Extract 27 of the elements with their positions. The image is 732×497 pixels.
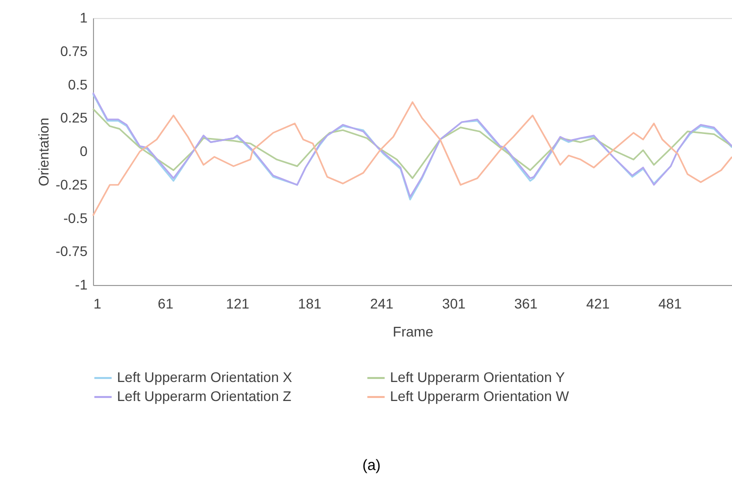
x-tick-label: 241 [370,296,394,312]
x-axis-title: Frame [392,324,434,340]
y-tick-label: 0.75 [60,42,88,59]
text: (a) [362,457,381,474]
y-tick-label: -1 [75,276,88,292]
y-tick-label: -0.75 [56,243,88,260]
legend-label: Left Upperarm Orientation X [117,369,293,385]
y-axis-title: Orientation [36,118,52,186]
x-tick-label: 1 [94,296,102,312]
y-tick-label: -0.5 [63,210,88,226]
y-tick-label: 0.25 [60,110,88,126]
y-tick-label: 1 [80,10,88,26]
x-tick-label: 121 [226,296,250,312]
legend-label: Left Upperarm Orientation W [390,388,570,404]
x-tick-label: 181 [298,296,322,312]
x-tick-label: 361 [514,296,538,312]
x-tick-label: 481 [658,296,682,312]
y-tick-label: -0.25 [56,176,88,192]
y-tick-label: 0 [80,143,88,159]
legend-label: Left Upperarm Orientation Z [117,388,292,404]
line-series [92,108,732,179]
x-tick-label: 301 [442,296,466,312]
x-tick-label: 421 [586,296,610,312]
y-tick-label: 0.5 [68,76,88,92]
line-series [92,101,732,216]
x-tick-label: 61 [158,296,174,312]
legend-label: Left Upperarm Orientation Y [390,369,566,385]
